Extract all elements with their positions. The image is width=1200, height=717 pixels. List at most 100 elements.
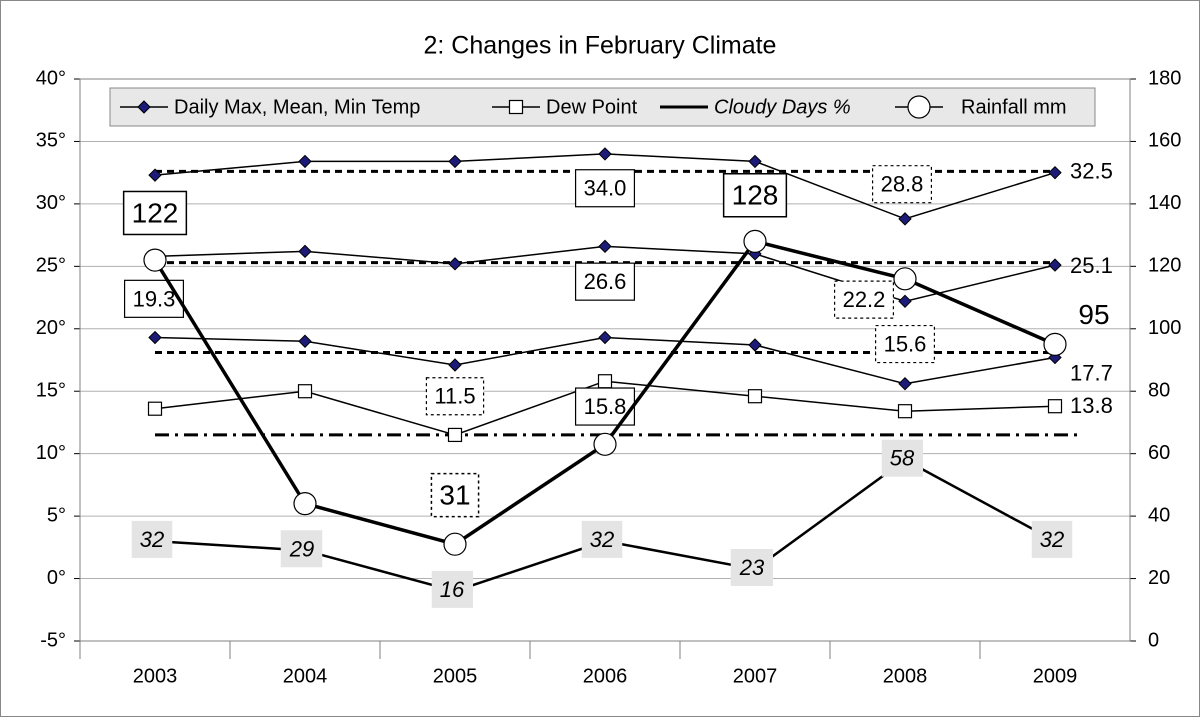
label-box <box>574 262 636 301</box>
data-label: 32.5 <box>1070 158 1113 183</box>
square-marker <box>447 427 463 443</box>
label-box <box>431 570 473 608</box>
label-box <box>430 472 480 518</box>
y-tick-label: 5° <box>47 504 66 526</box>
diamond-marker <box>598 147 612 161</box>
diamond-marker <box>748 338 762 352</box>
data-label-text: 32 <box>1040 527 1064 552</box>
data-label: 15.8 <box>574 387 636 426</box>
label-box <box>574 169 636 208</box>
legend: Daily Max, Mean, Min Temp Dew Point Cloudy… <box>109 87 1096 127</box>
y-tick-label: 10° <box>36 442 66 464</box>
data-label-text: 15.6 <box>884 332 927 357</box>
data-label: 22.2 <box>833 280 895 319</box>
data-label: 32 <box>131 520 173 558</box>
data-label: 31 <box>430 472 480 518</box>
data-label-text: 23 <box>739 555 765 580</box>
y2-tick-label: 60 <box>1148 442 1170 464</box>
data-label-text: 15.8 <box>584 394 627 419</box>
x-tick-label: 2004 <box>283 665 328 687</box>
diamond-marker <box>598 239 612 254</box>
data-label: 15.6 <box>874 324 936 364</box>
data-label-text: 32 <box>140 527 164 552</box>
data-label: 29 <box>280 530 323 568</box>
diamond-marker <box>1048 165 1062 180</box>
label-box <box>722 172 788 218</box>
legend-marker <box>907 95 931 119</box>
label-box <box>425 377 485 416</box>
square-marker <box>297 384 313 399</box>
label-box <box>280 530 323 568</box>
label-box <box>123 279 185 318</box>
diamond-marker <box>148 330 162 345</box>
circle-marker <box>443 532 467 556</box>
data-label: 17.7 <box>1070 360 1113 385</box>
y2-tick-label: 20 <box>1148 567 1170 589</box>
diamond-marker <box>298 244 312 259</box>
label-box <box>1031 520 1073 558</box>
data-label-text: 31 <box>439 480 470 511</box>
x-tick-label: 2007 <box>733 665 778 687</box>
y-tick-label: 35° <box>36 130 66 152</box>
label-box <box>581 520 623 558</box>
diamond-marker <box>448 358 462 372</box>
data-label: 11.5 <box>425 377 485 416</box>
diamond-marker <box>898 212 912 226</box>
data-label-text: 19.3 <box>133 286 176 311</box>
diamond-marker <box>1048 258 1062 272</box>
data-label-text: 58 <box>890 446 915 471</box>
chart-title: 2: Changes in February Climate <box>424 32 777 60</box>
label-box <box>871 165 933 204</box>
diamond-marker <box>898 294 912 309</box>
legend-label: Dew Point <box>546 96 638 118</box>
square-marker <box>1047 399 1063 414</box>
data-label: 13.8 <box>1070 393 1113 418</box>
data-label-text: 16 <box>440 577 465 602</box>
y-tick-label: 40° <box>36 67 66 89</box>
diamond-marker <box>748 154 762 169</box>
data-label-text: 122 <box>132 197 179 228</box>
y-tick-label: 15° <box>36 380 66 402</box>
data-label: 95 <box>1078 299 1109 330</box>
data-label-text: 29 <box>289 536 314 561</box>
data-label: 34.0 <box>574 169 636 208</box>
square-marker <box>897 404 913 419</box>
legend-label: Rainfall mm <box>961 96 1067 118</box>
diamond-marker <box>148 168 162 182</box>
data-label: 28.8 <box>871 165 933 204</box>
circle-marker <box>143 248 167 272</box>
y-tick-label: -5° <box>40 629 66 651</box>
data-label: 16 <box>431 570 473 608</box>
data-label: 58 <box>881 439 923 477</box>
label-box <box>881 439 923 477</box>
y2-tick-label: 80 <box>1148 380 1170 402</box>
circle-marker <box>293 492 317 516</box>
label-box <box>874 324 936 364</box>
diamond-marker <box>448 154 462 169</box>
diamond-marker <box>298 154 312 169</box>
data-label-text: 95 <box>1078 299 1109 330</box>
y-tick-label: 20° <box>36 317 66 339</box>
data-label: 26.6 <box>574 262 636 301</box>
y2-tick-label: 40 <box>1148 504 1170 526</box>
circle-marker <box>593 432 617 456</box>
data-label: 122 <box>122 190 188 236</box>
y2-tick-label: 100 <box>1148 317 1181 339</box>
data-label-text: 25.1 <box>1070 253 1113 278</box>
x-tick-label: 2003 <box>133 665 178 687</box>
data-label: 32 <box>581 520 623 558</box>
plot-area <box>79 78 1131 642</box>
data-label-text: 32 <box>590 527 614 552</box>
data-label: 25.1 <box>1070 253 1113 278</box>
legend-marker <box>508 99 524 115</box>
data-label-text: 13.8 <box>1070 393 1113 418</box>
y-tick-label: 0° <box>47 567 66 589</box>
diamond-marker <box>448 257 462 271</box>
diamond-marker <box>598 330 612 345</box>
data-label: 19.3 <box>123 279 185 318</box>
y-tick-label: 30° <box>36 192 66 214</box>
data-label-text: 26.6 <box>584 269 627 294</box>
data-label-text: 28.8 <box>881 172 924 197</box>
x-tick-label: 2005 <box>433 665 478 687</box>
